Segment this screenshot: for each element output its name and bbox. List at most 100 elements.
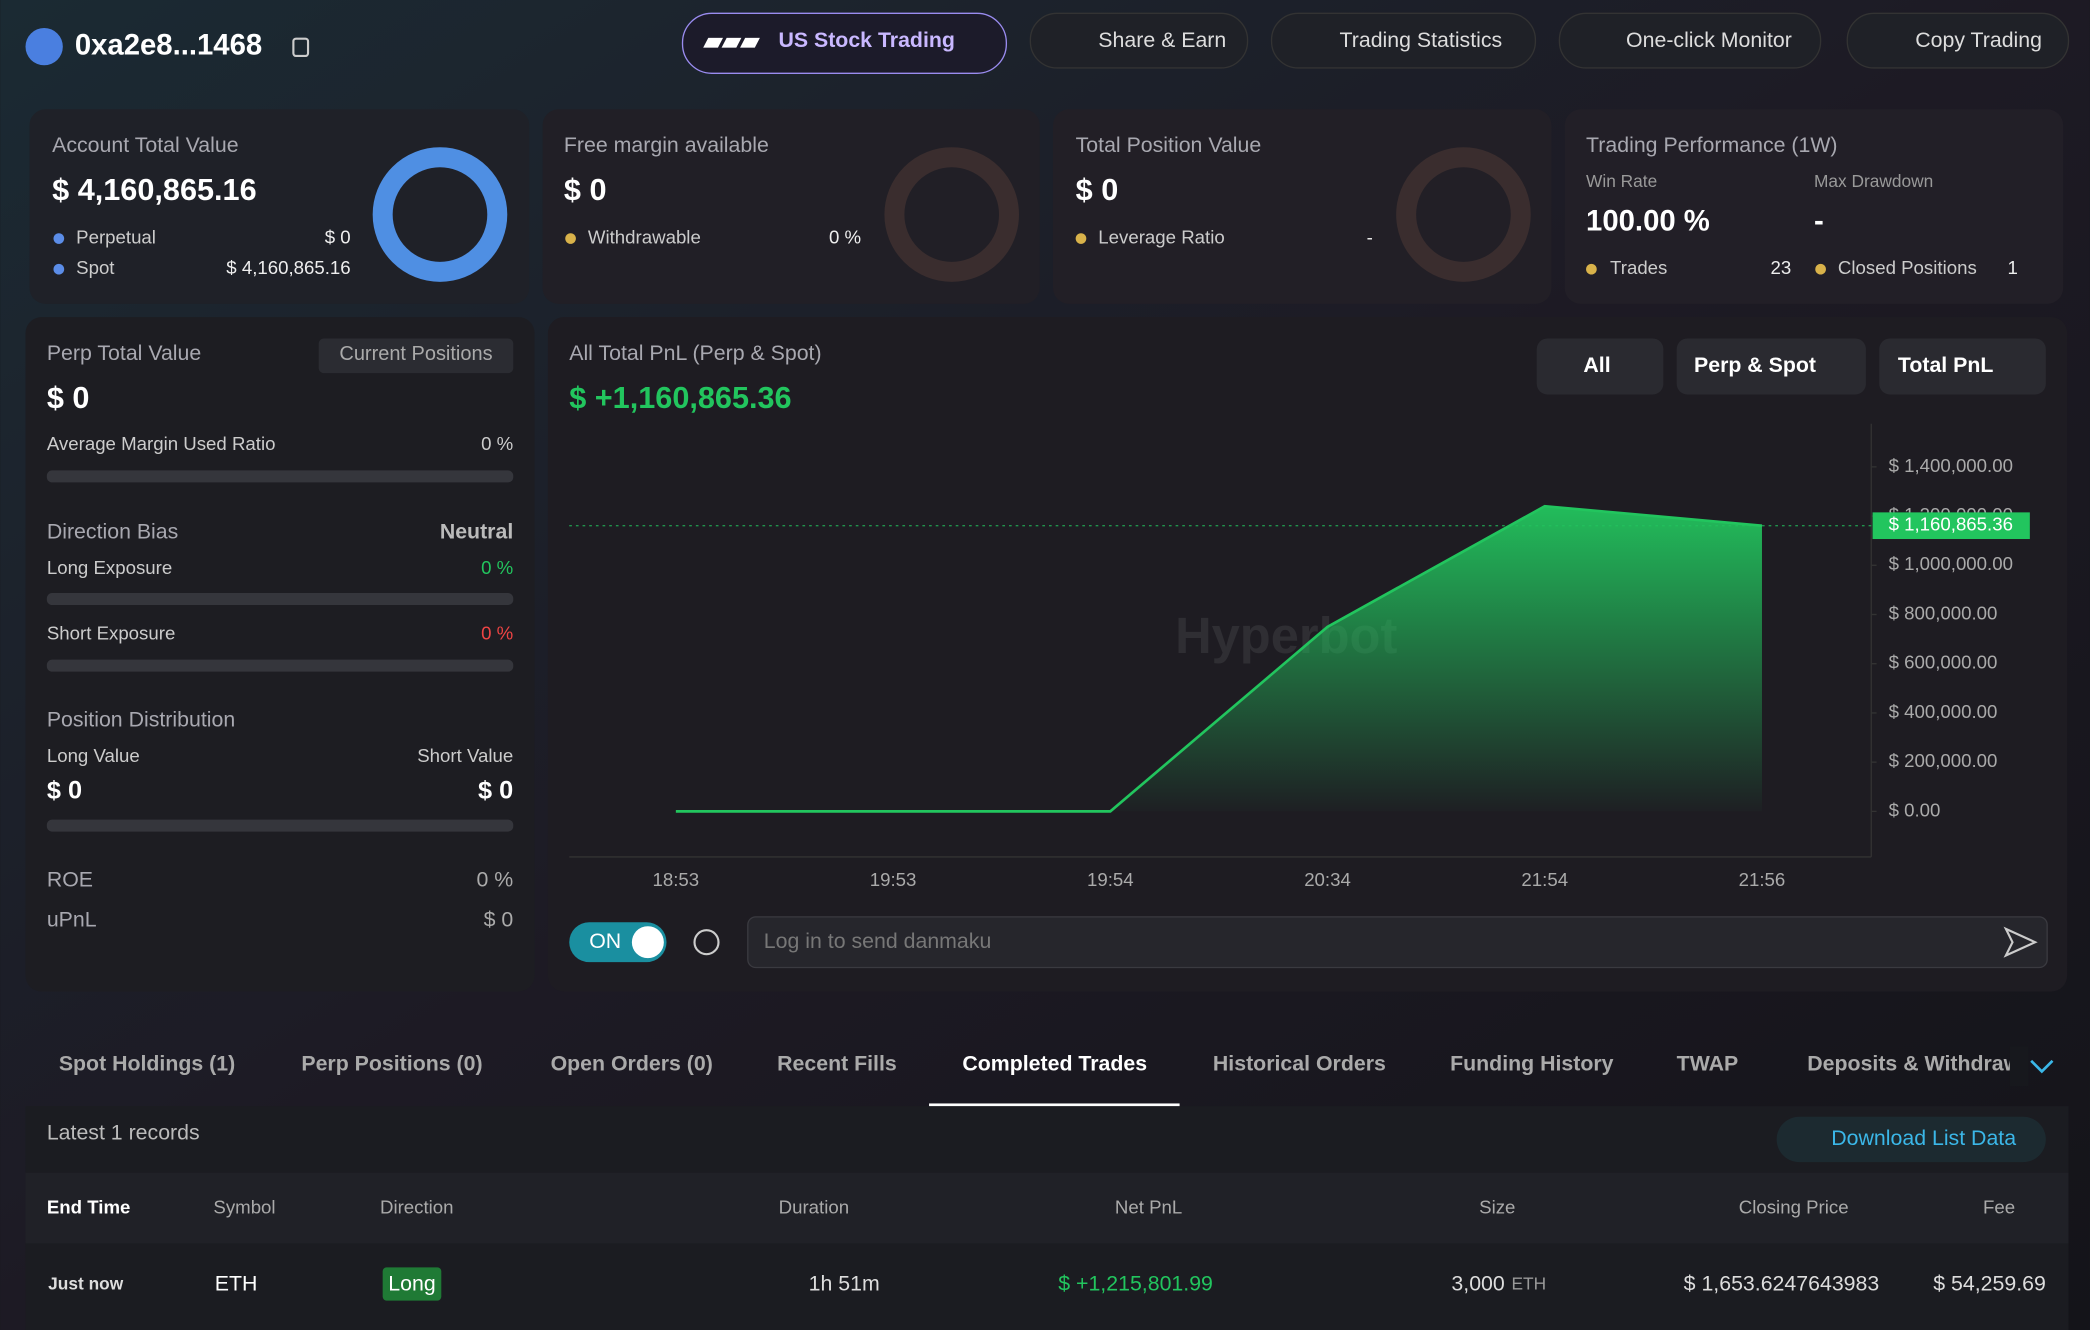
filter-button[interactable] bbox=[1536, 338, 1664, 395]
card-title: Total Position Value bbox=[1076, 133, 1262, 157]
label: Leverage Ratio bbox=[1098, 226, 1224, 247]
tab-clip bbox=[2009, 1046, 2029, 1087]
label: Trades bbox=[1610, 257, 1667, 278]
tab[interactable]: Completed Trades bbox=[962, 1051, 1147, 1075]
legend-dot bbox=[1815, 263, 1826, 275]
label: $ 0 bbox=[47, 776, 82, 804]
label: Perpetual bbox=[76, 226, 156, 247]
card-value: $ 0 bbox=[564, 173, 607, 207]
label[interactable]: All bbox=[1583, 353, 1610, 377]
column-header[interactable]: Closing Price bbox=[1739, 1197, 1849, 1218]
nav-label[interactable]: One-click Monitor bbox=[1626, 28, 1792, 52]
progress-bar bbox=[46, 593, 514, 606]
label: - bbox=[1814, 204, 1824, 237]
y-tick-label: $ 1,400,000.00 bbox=[1889, 455, 2013, 476]
label[interactable]: Total PnL bbox=[1898, 353, 1994, 377]
nav-button[interactable] bbox=[681, 12, 1008, 74]
progress-bar bbox=[46, 819, 514, 832]
send-icon[interactable] bbox=[2003, 926, 2038, 958]
column-header[interactable]: Direction bbox=[380, 1197, 454, 1218]
nav-button[interactable] bbox=[1846, 12, 2070, 69]
tabs-more[interactable] bbox=[2030, 1059, 2054, 1074]
label: Neutral bbox=[440, 520, 513, 544]
label: 0 % bbox=[481, 557, 513, 578]
table-cell: Just now bbox=[48, 1273, 124, 1293]
tab[interactable]: Funding History bbox=[1450, 1051, 1614, 1075]
tab[interactable]: Recent Fills bbox=[777, 1051, 897, 1075]
tab-underline bbox=[929, 1103, 1180, 1107]
y-tick-label: $ 400,000.00 bbox=[1889, 701, 1998, 722]
filter-button[interactable] bbox=[1879, 338, 2046, 395]
label: $ 0 bbox=[47, 381, 90, 415]
label: 23 bbox=[1771, 257, 1792, 278]
column-header[interactable]: Size bbox=[1479, 1197, 1515, 1218]
settings-icon[interactable] bbox=[693, 929, 720, 956]
tab[interactable]: Spot Holdings (1) bbox=[59, 1051, 235, 1075]
progress-bar bbox=[46, 659, 514, 672]
donut bbox=[1396, 147, 1531, 282]
card-title: Trading Performance (1W) bbox=[1586, 133, 1837, 157]
nav-label[interactable]: Trading Statistics bbox=[1340, 28, 1503, 52]
label: Perp Total Value bbox=[47, 341, 201, 365]
perp-panel bbox=[25, 317, 535, 992]
nav-label[interactable]: US Stock Trading bbox=[778, 28, 954, 52]
label[interactable]: Download List Data bbox=[1831, 1126, 2016, 1150]
column-header[interactable]: Net PnL bbox=[1115, 1197, 1182, 1218]
x-tick-label: 19:54 bbox=[1087, 869, 1134, 890]
column-header[interactable]: Fee bbox=[1983, 1197, 2015, 1218]
label: 0 % bbox=[481, 433, 513, 454]
label[interactable]: Current Positions bbox=[339, 343, 492, 365]
x-tick-label: 21:56 bbox=[1739, 869, 1786, 890]
copy-icon[interactable] bbox=[292, 37, 310, 58]
nav-button[interactable] bbox=[1270, 12, 1537, 69]
label: 100.00 % bbox=[1586, 204, 1710, 237]
y-tick-label: $ 0.00 bbox=[1889, 799, 1941, 820]
progress-bar bbox=[46, 470, 514, 483]
tab[interactable]: Perp Positions (0) bbox=[301, 1051, 482, 1075]
line bbox=[675, 504, 1763, 813]
column-header[interactable]: Duration bbox=[779, 1197, 849, 1218]
label: Short Value bbox=[417, 745, 513, 766]
table-cell: 1h 51m bbox=[809, 1271, 880, 1295]
tab[interactable]: Open Orders (0) bbox=[551, 1051, 713, 1075]
danmaku-input[interactable] bbox=[747, 916, 2048, 969]
y-tick-label: $ 800,000.00 bbox=[1889, 602, 1998, 623]
column-header[interactable]: End Time bbox=[47, 1197, 131, 1218]
nav-label[interactable]: Share & Earn bbox=[1098, 28, 1226, 52]
filter-button[interactable] bbox=[1676, 338, 1866, 395]
area bbox=[675, 506, 1762, 812]
table-cell: $ +1,215,801.99 bbox=[1058, 1271, 1213, 1295]
label: - bbox=[1367, 226, 1373, 247]
nav-button[interactable] bbox=[1558, 12, 1822, 69]
label[interactable]: Perp & Spot bbox=[1694, 353, 1816, 377]
label: 0 % bbox=[829, 226, 861, 247]
nav-label[interactable]: Copy Trading bbox=[1915, 28, 2042, 52]
toggle-knob bbox=[631, 926, 664, 959]
y-tick-label: $ 1,000,000.00 bbox=[1889, 553, 2013, 574]
logo-mark: ▰▰▰ bbox=[703, 28, 761, 55]
label: ROE bbox=[47, 868, 93, 892]
y-tick-label: $ 200,000.00 bbox=[1889, 750, 1998, 771]
label: All Total PnL (Perp & Spot) bbox=[569, 341, 821, 365]
current-value-label: $ 1,160,865.36 bbox=[1889, 514, 2013, 535]
label: $ 4,160,865.16 bbox=[226, 257, 350, 278]
tab[interactable]: TWAP bbox=[1677, 1051, 1739, 1075]
table-header bbox=[25, 1172, 2069, 1244]
wallet-address: 0xa2e8...1468 bbox=[75, 28, 262, 61]
label: Direction Bias bbox=[47, 520, 178, 544]
current-value-badge bbox=[1872, 512, 2030, 540]
tab[interactable]: Historical Orders bbox=[1213, 1051, 1386, 1075]
current-positions-button[interactable] bbox=[318, 338, 514, 374]
download-button[interactable] bbox=[1776, 1116, 2046, 1163]
donut bbox=[884, 147, 1020, 282]
column-header[interactable]: Symbol bbox=[213, 1197, 275, 1218]
x-tick-label: 20:34 bbox=[1304, 869, 1351, 890]
y-tick-label: $ 600,000.00 bbox=[1889, 652, 1998, 673]
card bbox=[1564, 109, 2064, 304]
tab[interactable]: Deposits & Withdraw bbox=[1807, 1051, 2020, 1075]
legend-dot bbox=[1586, 263, 1597, 275]
nav-button[interactable] bbox=[1029, 12, 1249, 69]
label: Withdrawable bbox=[588, 226, 701, 247]
card-value: $ 0 bbox=[1076, 173, 1119, 207]
